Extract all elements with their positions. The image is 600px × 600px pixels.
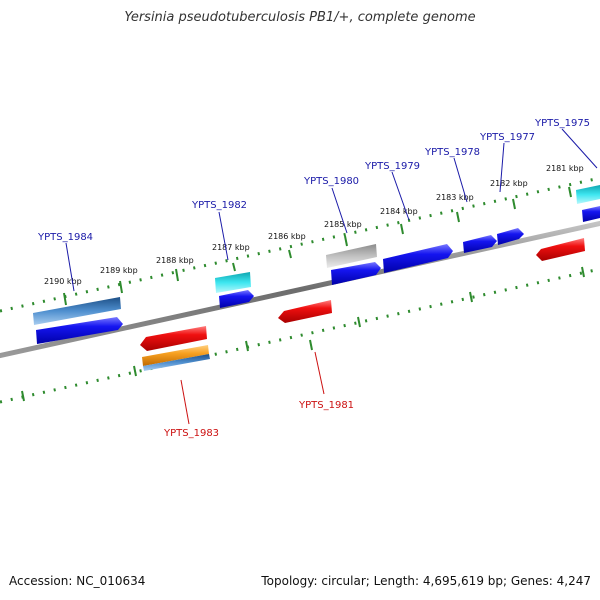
tick-label-2187: 2187 kbp <box>212 243 250 252</box>
gene-label-1983[interactable]: YPTS_1983 <box>163 428 219 439</box>
gene-arrow-1979[interactable] <box>383 244 453 273</box>
gene-block-steel-1984[interactable] <box>33 297 121 325</box>
genome-backbone <box>0 220 600 359</box>
map-title: Yersinia pseudotuberculosis PB1/+, compl… <box>124 10 476 25</box>
leader-lines-reverse <box>180 351 325 425</box>
gene-block-orange-1983[interactable] <box>142 345 209 366</box>
gene-arrow-1978[interactable] <box>463 235 497 253</box>
gene-label-1981[interactable]: YPTS_1981 <box>298 400 354 411</box>
tick-label-2186: 2186 kbp <box>268 232 306 241</box>
tick-label-2188: 2188 kbp <box>156 256 194 265</box>
gene-arrow-1975[interactable] <box>582 206 600 222</box>
gene-label-1982[interactable]: YPTS_1982 <box>191 200 247 211</box>
tick-label-2189: 2189 kbp <box>100 266 138 275</box>
tick-label-2183: 2183 kbp <box>436 193 474 202</box>
gene-arrow-1980[interactable] <box>331 262 381 285</box>
gene-label-1977[interactable]: YPTS_1977 <box>479 132 535 143</box>
gene-block-cyan-1975[interactable] <box>576 185 600 204</box>
tick-label-2190: 2190 kbp <box>44 277 82 286</box>
gene-label-1979[interactable]: YPTS_1979 <box>364 161 420 172</box>
accession-text: Accession: NC_010634 <box>9 574 146 588</box>
gene-label-1978[interactable]: YPTS_1978 <box>424 147 480 158</box>
gene-arrow-unlabeled-reverse[interactable] <box>536 238 585 261</box>
tick-label-2182: 2182 kbp <box>490 179 528 188</box>
genome-summary-text: Topology: circular; Length: 4,695,619 bp… <box>261 574 591 588</box>
major-ticks-lower <box>21 266 585 402</box>
tick-label-2184: 2184 kbp <box>380 207 418 216</box>
gene-block-cyan-1982[interactable] <box>215 272 251 293</box>
gene-arrow-1984[interactable] <box>36 317 123 344</box>
major-ticks-upper <box>63 186 572 306</box>
gene-label-1980[interactable]: YPTS_1980 <box>303 176 359 187</box>
gene-label-1975[interactable]: YPTS_1975 <box>534 118 590 129</box>
leader-lines-forward <box>65 128 598 292</box>
gene-label-1984[interactable]: YPTS_1984 <box>37 232 93 243</box>
gene-arrow-1982[interactable] <box>219 290 254 308</box>
gene-block-steel-1983[interactable] <box>143 354 210 371</box>
tick-label-2185: 2185 kbp <box>324 220 362 229</box>
gene-arrow-1983[interactable] <box>140 326 207 351</box>
gene-arrow-1977[interactable] <box>497 228 524 245</box>
gene-arrow-1981[interactable] <box>278 300 332 323</box>
gene-block-gray-1980[interactable] <box>326 244 377 268</box>
tick-label-2181: 2181 kbp <box>546 164 584 173</box>
